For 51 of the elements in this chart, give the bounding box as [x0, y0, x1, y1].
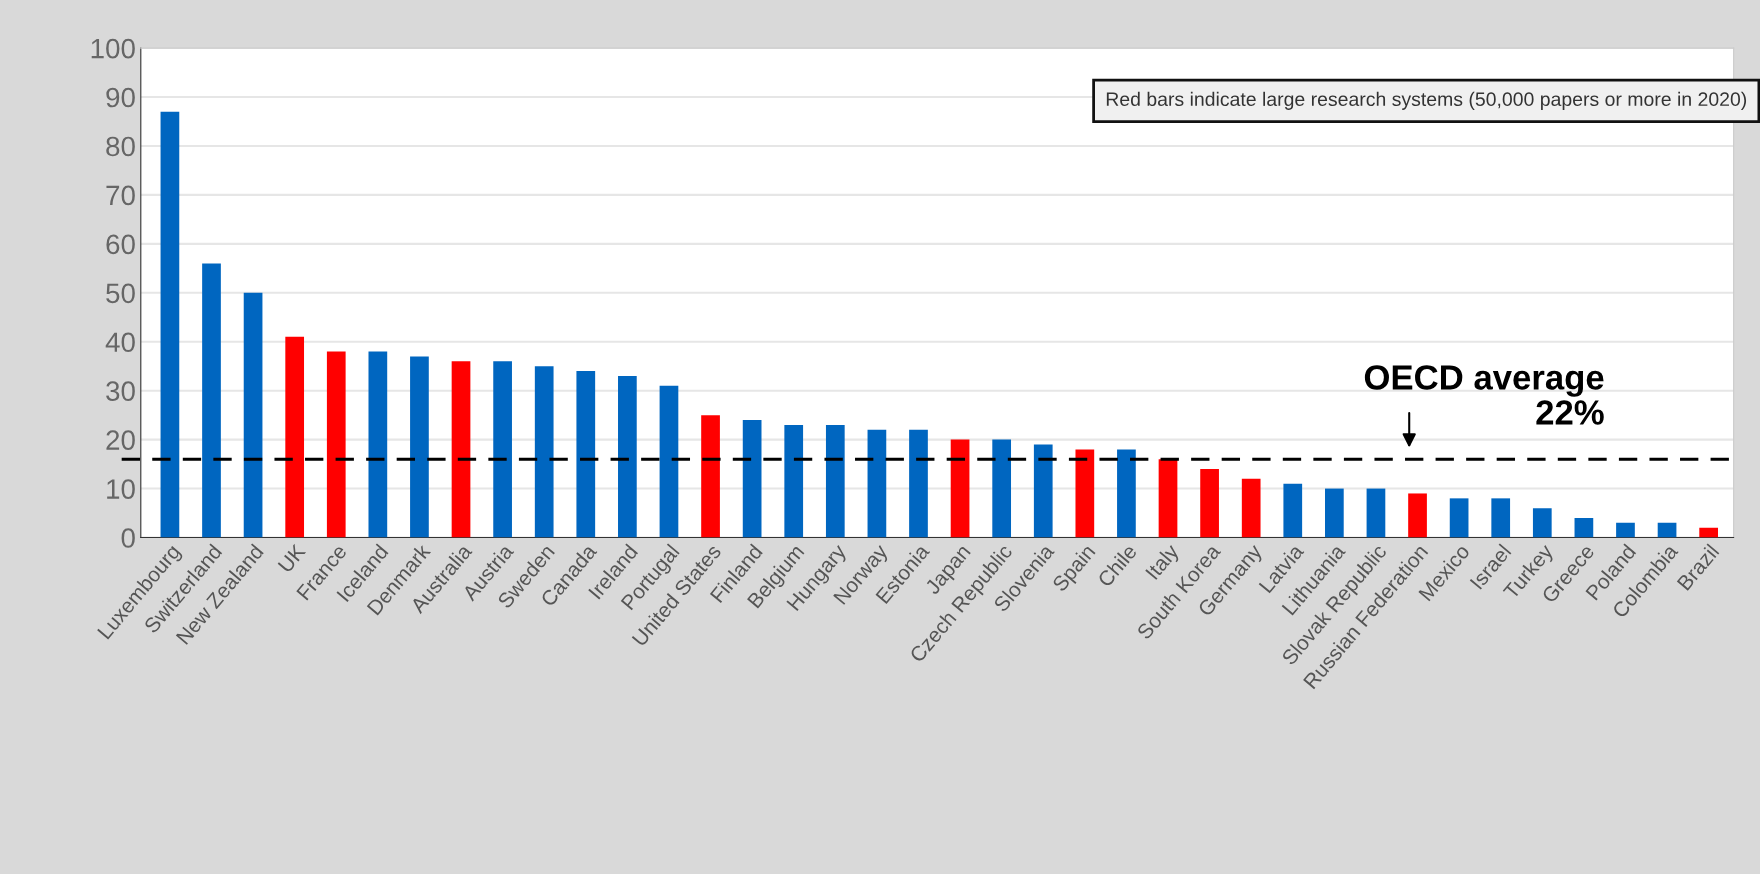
- bar: [1158, 459, 1178, 538]
- y-tick-label: 70: [106, 185, 135, 206]
- bar: [825, 424, 845, 538]
- bar: [992, 439, 1012, 538]
- bar: [368, 351, 388, 538]
- bar: [160, 111, 180, 538]
- y-tick-label: 30: [106, 381, 135, 402]
- bar: [742, 420, 762, 538]
- bar: [1657, 522, 1677, 538]
- bar: [1532, 508, 1552, 538]
- ref-line-label: OECD average 22%: [1364, 365, 1604, 425]
- bar: [576, 371, 596, 538]
- bar: [451, 361, 471, 538]
- bar: [1491, 498, 1511, 538]
- y-tick-label: 100: [91, 38, 135, 59]
- bar: [950, 439, 970, 538]
- y-tick-label: 50: [106, 283, 135, 304]
- bar: [285, 336, 305, 538]
- bar: [1449, 498, 1469, 538]
- y-tick-label: 60: [106, 234, 135, 255]
- bar: [1075, 449, 1095, 538]
- bar: [701, 415, 720, 538]
- bar: [1408, 493, 1427, 538]
- bar: [1117, 449, 1136, 538]
- bar: [1200, 468, 1219, 538]
- bar: [1241, 478, 1261, 538]
- bar: [243, 292, 263, 538]
- bar: [618, 375, 637, 538]
- bar: [1033, 444, 1053, 538]
- bar: [326, 351, 346, 538]
- bar: [909, 429, 928, 538]
- y-tick-label: 0: [121, 528, 135, 548]
- bar: [1366, 488, 1386, 538]
- bar: [202, 263, 221, 538]
- y-tick-label: 10: [107, 479, 135, 499]
- bar: [1616, 522, 1635, 538]
- bar: [1283, 483, 1303, 538]
- bar: [493, 361, 512, 538]
- bar: [659, 385, 679, 538]
- bar: [534, 366, 554, 538]
- annotation: Red bars indicate large research systems (50,000 papers or more in 2020): [1106, 91, 1747, 110]
- bar: [867, 429, 887, 538]
- y-tick-label: 20: [106, 430, 135, 450]
- bar: [410, 356, 429, 538]
- bar: [1325, 488, 1344, 538]
- bar: [784, 424, 804, 538]
- y-tick-label: 80: [106, 136, 135, 157]
- bar: [1574, 517, 1594, 538]
- y-tick-label: 40: [105, 332, 135, 353]
- bar: [1699, 527, 1718, 538]
- y-tick-label: 90: [106, 87, 135, 108]
